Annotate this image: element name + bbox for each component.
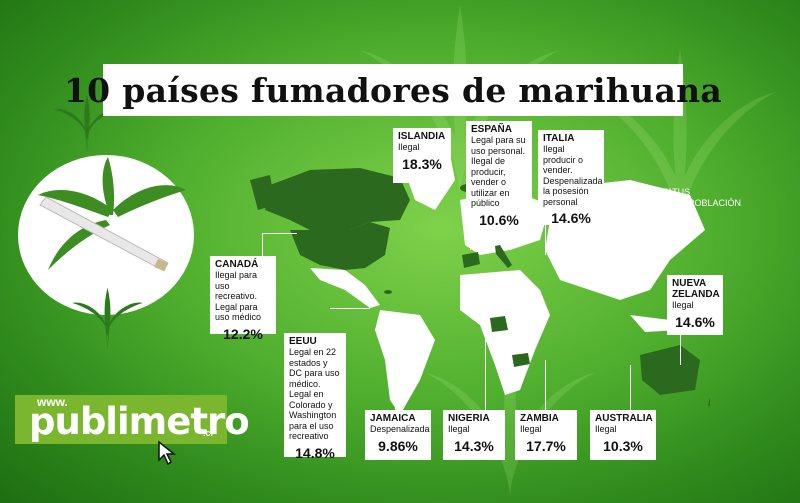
map-usa <box>290 222 390 270</box>
logo-brand: publimetro <box>29 400 250 443</box>
map-alaska <box>250 175 275 210</box>
connector-line <box>262 233 263 263</box>
country-status: Ilegal <box>520 424 542 434</box>
connector-line <box>485 330 486 410</box>
connector-line <box>630 365 631 410</box>
cannabis-leaf-icon <box>72 287 143 350</box>
country-status: Ilegal <box>672 300 694 310</box>
logo-suffix: .cl <box>203 428 214 438</box>
logo-prefix: www. <box>37 395 68 409</box>
joint-icon <box>38 157 186 272</box>
map-spain <box>462 252 480 268</box>
card-zambia: ZAMBIA Ilegal 17.7% <box>515 410 577 460</box>
country-percentage: 17.7% <box>526 437 566 454</box>
country-name: ESPAÑA <box>471 124 512 135</box>
connector-line <box>680 330 681 365</box>
country-percentage: 10.3% <box>603 437 643 454</box>
country-status: Ilegal <box>398 142 420 152</box>
country-percentage: 18.3% <box>402 155 442 172</box>
map-nigeria <box>490 316 508 332</box>
map-africa <box>460 270 550 395</box>
country-status: Legal en 22 estados y DC para uso médico… <box>289 347 340 441</box>
connector-line <box>395 365 396 410</box>
publimetro-logo: www. publimetro .cl <box>15 395 250 444</box>
country-name: EEUU <box>289 336 317 347</box>
map-australia <box>640 345 700 395</box>
joint-illustration <box>18 155 194 315</box>
map-mexico <box>310 268 380 308</box>
legend-population: * % DE LA POBLACIÓN <box>644 198 742 208</box>
map-italy <box>495 245 512 268</box>
country-percentage: 14.6% <box>551 210 591 226</box>
card-eeuu: EEUU Legal en 22 estados y DC para uso m… <box>284 333 346 461</box>
country-percentage: 14.3% <box>454 437 494 454</box>
cannabis-leaf-icon <box>54 95 120 153</box>
country-percentage: 14.8% <box>295 444 335 461</box>
map-new-zealand <box>708 397 710 407</box>
connector-line <box>545 360 546 410</box>
country-name: AUSTRALIA <box>595 413 653 424</box>
connector-line <box>330 308 370 309</box>
card-jamaica: JAMAICA Despenalizada 9.86% <box>365 410 431 460</box>
map-canada <box>265 168 410 230</box>
country-status: Ilegal <box>448 424 470 434</box>
card-nueva-zelanda: NUEVA ZELANDA Ilegal 14.6% <box>667 275 723 335</box>
card-canada: CANADÁ Ilegal para uso recreativo. Legal… <box>210 256 276 342</box>
country-status: Ilegal <box>595 424 617 434</box>
cursor-arrow-icon <box>158 440 177 466</box>
map-zambia <box>512 353 530 367</box>
connector-line <box>545 225 546 255</box>
country-percentage: 10.6% <box>479 211 519 228</box>
map-south-america <box>375 310 435 415</box>
country-name: JAMAICA <box>370 413 416 424</box>
country-name: NUEVA ZELANDA <box>672 278 720 300</box>
country-name: ITALIA <box>543 133 575 144</box>
country-name: CANADÁ <box>215 259 259 270</box>
country-name: ZAMBIA <box>520 413 559 424</box>
map-jamaica <box>384 290 392 294</box>
connector-line <box>470 220 471 250</box>
card-espana: ESPAÑA Legal para su uso personal. Ilega… <box>466 121 532 228</box>
card-italia: ITALIA Ilegal producir o vender. Despena… <box>538 130 604 226</box>
card-nigeria: NIGERIA Ilegal 14.3% <box>443 410 505 460</box>
legend: * ESTATUS * % DE LA POBLACIÓN <box>644 187 741 209</box>
card-islandia: ISLANDIA Ilegal 18.3% <box>393 128 451 183</box>
country-percentage: 14.6% <box>675 313 715 330</box>
page-title: 10 países fumadores de marihuana <box>63 70 723 110</box>
card-australia: AUSTRALIA Ilegal 10.3% <box>590 410 656 460</box>
country-name: NIGERIA <box>448 413 490 424</box>
country-status: Despenalizada <box>370 424 430 434</box>
country-name: ISLANDIA <box>398 131 446 142</box>
connector-line <box>262 233 297 234</box>
title-banner: 10 países fumadores de marihuana <box>64 64 722 116</box>
country-status: Legal para su uso personal. Ilegal de pr… <box>471 135 526 208</box>
connector-line <box>435 183 436 201</box>
country-status: Ilegal producir o vender. Despenalizada … <box>543 144 603 207</box>
country-percentage: 12.2% <box>223 325 263 342</box>
legend-status: * ESTATUS <box>644 187 691 197</box>
country-percentage: 9.86% <box>378 437 418 454</box>
country-status: Ilegal para uso recreativo. Legal para u… <box>215 270 262 322</box>
